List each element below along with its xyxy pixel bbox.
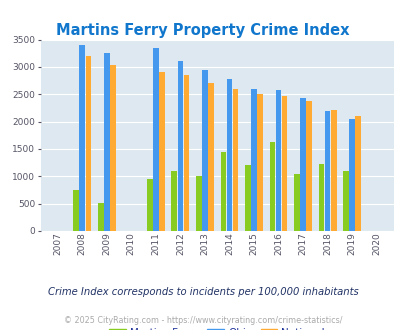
Bar [318,164,324,231]
Text: Martins Ferry Property Crime Index: Martins Ferry Property Crime Index [56,23,349,38]
Text: © 2025 CityRating.com - https://www.cityrating.com/crime-statistics/: © 2025 CityRating.com - https://www.city… [64,315,341,325]
Bar [281,96,287,231]
Bar [306,101,311,231]
Bar [324,111,330,231]
Bar [226,79,232,231]
Text: Crime Index corresponds to incidents per 100,000 inhabitants: Crime Index corresponds to incidents per… [47,287,358,297]
Bar [354,116,360,231]
Bar [300,98,305,231]
Bar [104,53,109,231]
Bar [177,61,183,231]
Bar [330,111,336,231]
Bar [275,90,281,231]
Bar [251,89,256,231]
Bar [220,152,226,231]
Bar [183,76,189,231]
Bar [147,179,152,231]
Bar [202,70,207,231]
Bar [293,174,299,231]
Bar [159,72,164,231]
Bar [269,143,275,231]
Bar [245,165,250,231]
Bar [257,94,262,231]
Bar [73,190,79,231]
Bar [196,176,201,231]
Bar [232,89,238,231]
Bar [110,65,115,231]
Bar [171,171,177,231]
Bar [98,203,103,231]
Bar [208,82,213,231]
Bar [348,118,354,231]
Bar [79,45,85,231]
Legend: Martins Ferry, Ohio, National: Martins Ferry, Ohio, National [105,324,328,330]
Bar [85,56,91,231]
Bar [342,171,348,231]
Bar [153,48,158,231]
